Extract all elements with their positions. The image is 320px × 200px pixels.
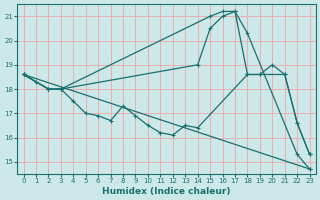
- X-axis label: Humidex (Indice chaleur): Humidex (Indice chaleur): [102, 187, 231, 196]
